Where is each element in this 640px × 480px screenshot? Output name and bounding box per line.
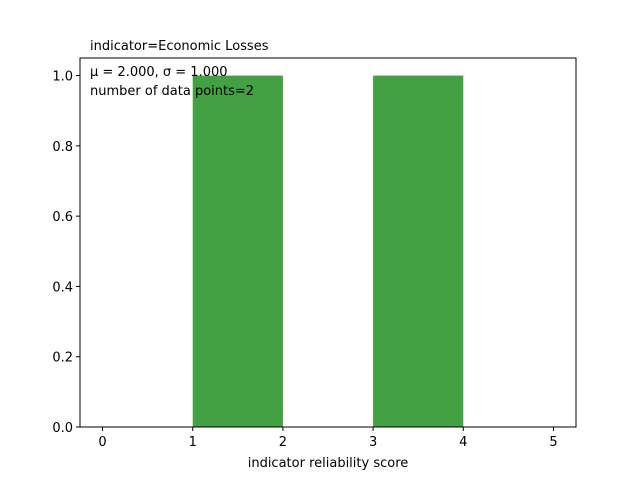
y-tick-label: 1.0 (52, 70, 73, 85)
histogram-bar-0 (192, 75, 283, 428)
y-axis-ticks: 0.0 0.2 0.4 0.6 0.8 1.0 (52, 70, 80, 436)
stats-annotation: μ = 2.000, σ = 1.000 (90, 65, 228, 80)
x-tick-label: 4 (459, 435, 467, 450)
x-axis-ticks: 0 1 2 3 4 5 (98, 427, 558, 450)
y-tick-label: 0.0 (52, 421, 73, 436)
y-tick-label: 0.4 (52, 280, 73, 295)
chart-title: indicator=Economic Losses (90, 39, 269, 54)
x-tick-label: 3 (369, 435, 377, 450)
x-tick-label: 5 (549, 435, 557, 450)
x-tick-label: 2 (279, 435, 287, 450)
x-tick-label: 1 (189, 435, 197, 450)
y-tick-label: 0.2 (52, 351, 73, 366)
histogram-bar-1 (373, 75, 464, 428)
plot-frame (79, 57, 577, 428)
y-tick-label: 0.6 (52, 210, 73, 225)
y-tick-label: 0.8 (52, 140, 73, 155)
x-axis-label: indicator reliability score (248, 456, 409, 471)
count-annotation: number of data points=2 (90, 84, 254, 99)
bars-group (192, 75, 464, 428)
x-tick-label: 0 (98, 435, 106, 450)
